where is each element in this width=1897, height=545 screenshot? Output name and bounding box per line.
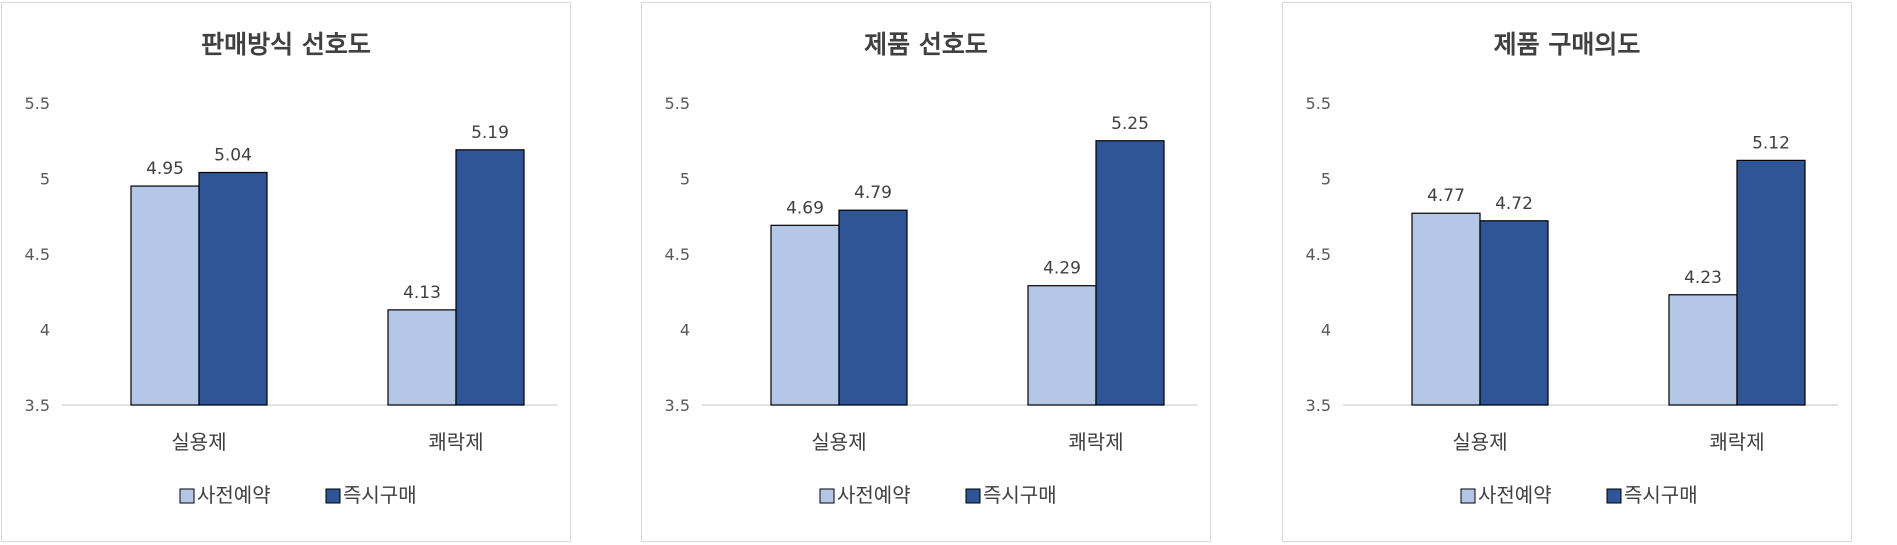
y-tick-label: 5 (1321, 170, 1331, 189)
bar-instant-buy (455, 149, 525, 406)
data-label: 5.19 (471, 123, 509, 143)
chart-title: 제품 구매의도 (1494, 30, 1641, 59)
legend-label: 즉시구매 (343, 483, 417, 507)
bar-pre-order (130, 185, 200, 406)
category-label: 실용제 (811, 430, 866, 454)
legend-label: 즉시구매 (983, 483, 1057, 507)
chart-panel-1: 판매방식 선호도 3.5 4 4.5 5 5.5 4.95 5.04 실용제 4.13 5.19 쾌락… (1, 2, 571, 542)
bar-pre-order (387, 309, 457, 406)
data-label: 4.79 (854, 183, 892, 203)
data-label: 4.95 (146, 159, 184, 179)
chart-panel-3: 제품 구매의도 3.5 4 4.5 5 5.5 4.77 4.72 실용제 4.23 5.12 쾌락제… (1282, 2, 1852, 542)
bar-instant-buy (1736, 159, 1806, 406)
y-tick-label: 5 (40, 170, 50, 189)
data-label: 4.29 (1043, 259, 1081, 279)
chart-svg-1: 판매방식 선호도 3.5 4 4.5 5 5.5 4.95 5.04 실용제 4.13 5.19 쾌락… (25, 30, 557, 507)
legend-swatch-pre-order (179, 488, 195, 504)
bar-instant-buy (198, 171, 268, 406)
legend-swatch-instant-buy (1606, 488, 1622, 504)
legend-swatch-pre-order (1460, 488, 1476, 504)
legend-swatch-pre-order (819, 488, 835, 504)
y-tick-label: 5 (680, 170, 690, 189)
category-label: 실용제 (1452, 430, 1507, 454)
chart-svg-2: 제품 선호도 3.5 4 4.5 5 5.5 4.69 4.79 실용제 4.29 5.25 쾌락제사… (665, 30, 1197, 507)
legend-swatch-instant-buy (325, 488, 341, 504)
chart-title: 판매방식 선호도 (201, 30, 371, 59)
bar-instant-buy (1479, 220, 1549, 406)
y-tick-label: 4.5 (25, 245, 50, 264)
data-label: 5.25 (1111, 114, 1149, 134)
category-label: 쾌락제 (1068, 430, 1123, 454)
data-label: 4.23 (1684, 268, 1722, 288)
y-tick-label: 3.5 (1306, 396, 1331, 415)
legend-label: 사전예약 (197, 483, 271, 507)
y-tick-label: 4.5 (1306, 245, 1331, 264)
data-label: 4.72 (1495, 194, 1533, 214)
bar-instant-buy (838, 209, 908, 406)
y-tick-label: 3.5 (25, 396, 50, 415)
y-tick-label: 4 (1321, 321, 1331, 340)
legend-label: 즉시구매 (1624, 483, 1698, 507)
data-label: 4.77 (1427, 186, 1465, 206)
legend-label: 사전예약 (837, 483, 911, 507)
data-label: 4.69 (786, 198, 824, 218)
y-tick-label: 4.5 (665, 245, 690, 264)
y-tick-label: 3.5 (665, 396, 690, 415)
y-tick-label: 5.5 (665, 94, 690, 113)
category-label: 쾌락제 (428, 430, 483, 454)
category-label: 쾌락제 (1709, 430, 1764, 454)
bar-pre-order (1411, 212, 1481, 406)
category-label: 실용제 (171, 430, 226, 454)
data-label: 5.12 (1752, 133, 1790, 153)
bar-pre-order (770, 224, 840, 406)
chart-title: 제품 선호도 (864, 30, 988, 59)
data-label: 5.04 (214, 145, 252, 165)
y-tick-label: 5.5 (25, 94, 50, 113)
y-tick-label: 4 (40, 321, 50, 340)
y-tick-label: 4 (680, 321, 690, 340)
data-label: 4.13 (403, 283, 441, 303)
bar-instant-buy (1095, 140, 1165, 406)
y-tick-label: 5.5 (1306, 94, 1331, 113)
legend-swatch-instant-buy (965, 488, 981, 504)
bar-pre-order (1668, 294, 1738, 406)
bar-pre-order (1027, 285, 1097, 406)
legend-label: 사전예약 (1478, 483, 1552, 507)
chart-svg-3: 제품 구매의도 3.5 4 4.5 5 5.5 4.77 4.72 실용제 4.23 5.12 쾌락제… (1306, 30, 1838, 507)
